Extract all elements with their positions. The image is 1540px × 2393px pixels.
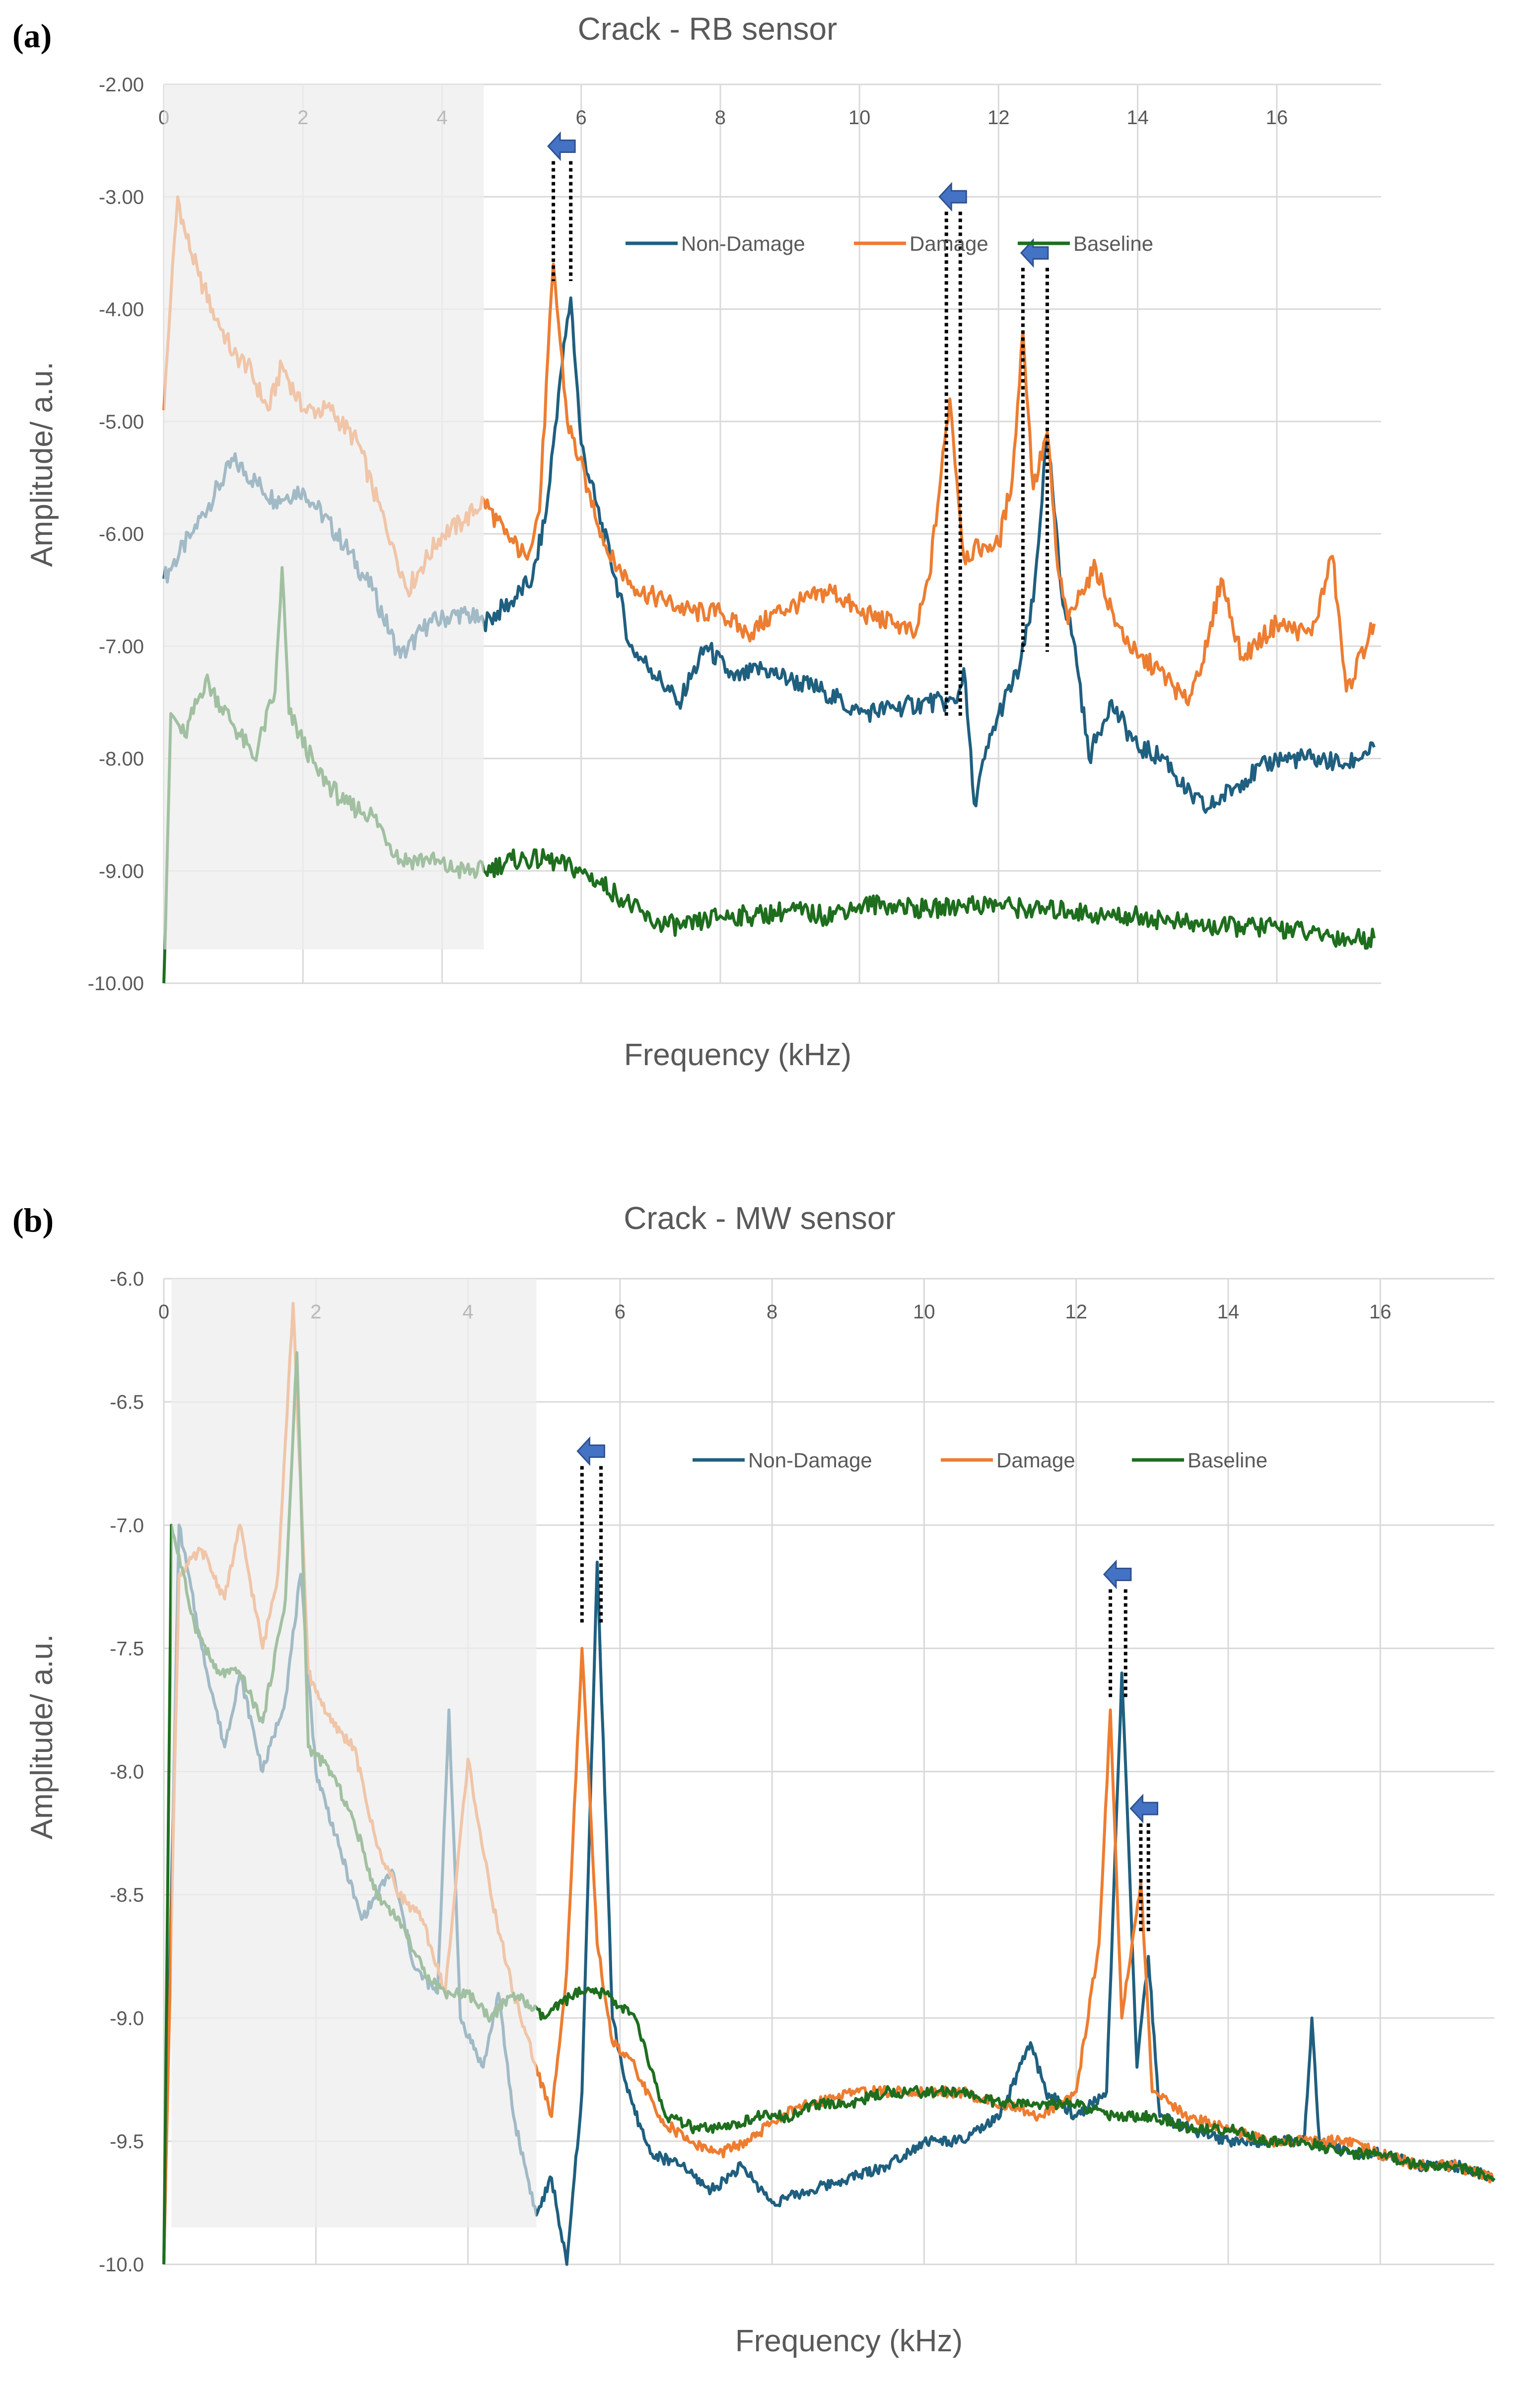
- panel-a-shift-marker: [547, 131, 576, 281]
- panel-b-chart-title: Crack - MW sensor: [624, 1200, 896, 1236]
- panel-b-ytick-label: -7.0: [110, 1515, 144, 1536]
- panel-b-xtick-label: 12: [1065, 1301, 1087, 1323]
- panel-b-shift-arrow-icon: [576, 1436, 605, 1466]
- panel-b-y-axis-title: Amplitude/ a.u.: [25, 1634, 59, 1840]
- panel-a-xtick-label: 6: [576, 107, 587, 129]
- panel-a-ytick-label: -6.00: [99, 523, 144, 545]
- panel-b-ytick-label: -6.0: [110, 1268, 144, 1290]
- panel-a-y-axis-title: Amplitude/ a.u.: [25, 362, 59, 567]
- panel-a-legend-label: Baseline: [1073, 232, 1153, 255]
- panel-b-shift-marker: [576, 1436, 605, 1624]
- panel-a-ytick-label: -5.00: [99, 411, 144, 433]
- panel-a-shift-marker: [1020, 238, 1049, 652]
- panel-a-xtick-label: 10: [848, 107, 871, 129]
- panel-a-shift-arrow-icon: [938, 182, 967, 212]
- panel-b-ytick-label: -6.5: [110, 1391, 144, 1413]
- panel-b-xtick-label: 0: [158, 1301, 169, 1323]
- panel-a-ytick-label: -2.00: [99, 74, 144, 96]
- panel-a-legend: Non-Damage Damage Baseline: [626, 232, 1153, 255]
- panel-a-xtick-label: 12: [987, 107, 1010, 129]
- panel-b-xtick-label: 14: [1217, 1301, 1240, 1323]
- panel-b-x-axis-title: Frequency (kHz): [735, 2324, 963, 2358]
- panel-a-ytick-label: -7.00: [99, 636, 144, 657]
- panel-a-shift-arrow-icon: [547, 131, 576, 161]
- panel-b-shift-marker: [1103, 1559, 1132, 1698]
- panel-a-xtick-label: 14: [1126, 107, 1149, 129]
- panel-b-ytick-label: -10.0: [99, 2254, 144, 2276]
- panel-a-xtick-label: 8: [715, 107, 726, 129]
- panel-a-legend-label: Damage: [910, 232, 988, 255]
- panel-a-x-axis-title: Frequency (kHz): [624, 1038, 851, 1072]
- panel-a-ytick-label: -10.00: [88, 973, 144, 995]
- panel-b-ytick-label: -9.5: [110, 2131, 144, 2153]
- panel-a-legend-label: Non-Damage: [681, 232, 805, 255]
- panel-b-xtick-label: 8: [767, 1301, 777, 1323]
- panel-a-shift-marker: [938, 182, 967, 720]
- panel-b-legend-label: Non-Damage: [748, 1449, 872, 1472]
- panel-a-panel-label: (a): [12, 17, 52, 55]
- panel-a-shaded-overlay: [164, 84, 484, 950]
- panel-b-shift-arrow-icon: [1103, 1559, 1132, 1590]
- panel-b-shift-marker: [1129, 1794, 1159, 1932]
- panel-b-shift-arrow-icon: [1129, 1794, 1159, 1823]
- panel-b-ytick-label: -8.0: [110, 1761, 144, 1783]
- panel-a-ytick-label: -9.00: [99, 861, 144, 882]
- panel-b-xtick-label: 16: [1369, 1301, 1392, 1323]
- panel-a-ytick-label: -3.00: [99, 186, 144, 208]
- panel-b-ytick-label: -7.5: [110, 1638, 144, 1660]
- panel-a: -2.00 -3.00 -4.00 -5.00 -6.00 -7.00 -8.00 -9.00…: [12, 11, 1381, 1072]
- panel-a-shift-arrow-icon: [1020, 238, 1049, 268]
- panel-a-ytick-label: -4.00: [99, 299, 144, 321]
- panel-b-legend-label: Baseline: [1188, 1449, 1267, 1472]
- panel-b-xtick-label: 10: [913, 1301, 935, 1323]
- panel-b-ytick-label: -9.0: [110, 2008, 144, 2030]
- panel-a-chart-title: Crack - RB sensor: [578, 11, 838, 47]
- panel-a-xtick-label: 16: [1266, 107, 1288, 129]
- panel-a-ytick-label: -8.00: [99, 748, 144, 770]
- panel-b-legend-label: Damage: [996, 1449, 1075, 1472]
- panel-b-shaded-overlay: [171, 1279, 537, 2228]
- panel-b-ytick-label: -8.5: [110, 1885, 144, 1906]
- panel-b-legend: Non-Damage Damage Baseline: [693, 1449, 1267, 1472]
- panel-b: -6.0-6.5-7.0-7.5-8.0-8.5-9.0-9.5-10.0024…: [12, 1200, 1496, 2358]
- panel-b-xtick-label: 6: [615, 1301, 626, 1323]
- panel-b-panel-label: (b): [12, 1201, 54, 1239]
